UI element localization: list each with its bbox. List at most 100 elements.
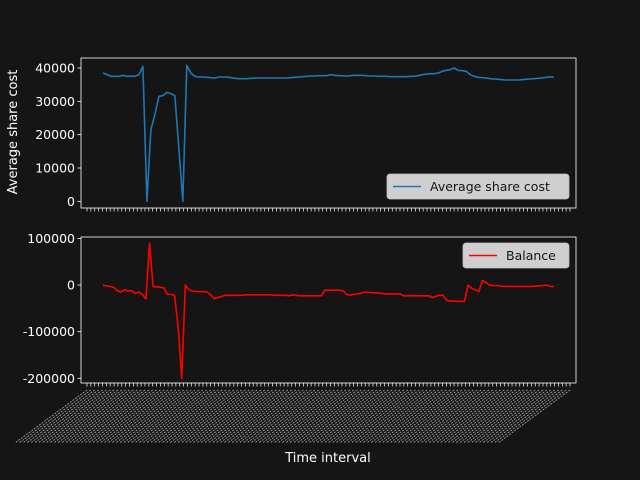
y-tick-label: 40000 <box>35 61 75 76</box>
x-tick-label <box>64 389 138 444</box>
x-tick-label <box>296 389 370 444</box>
x-tick-label <box>316 389 389 444</box>
x-tick-label <box>258 389 331 444</box>
x-tick-label <box>478 389 551 444</box>
x-tick-label <box>169 389 242 444</box>
x-tick-label <box>41 389 115 444</box>
x-tick-label <box>420 389 493 444</box>
x-tick-label <box>428 389 501 444</box>
x-tick-label <box>134 389 208 444</box>
x-tick-label <box>99 389 173 444</box>
x-tick-label <box>22 389 95 444</box>
x-tick-label <box>146 389 219 444</box>
x-tick-label <box>211 389 285 444</box>
x-tick-label <box>327 389 401 444</box>
y-tick-label: -200000 <box>23 371 75 386</box>
x-tick-label <box>339 389 412 444</box>
bottom-chart: -200000 -100000 0 100000 Balance <box>14 231 577 444</box>
x-tick-label <box>246 389 320 444</box>
x-tick-label <box>215 389 289 444</box>
x-tick-label <box>416 389 490 444</box>
legend-box <box>462 242 570 269</box>
x-tick-label <box>57 389 130 444</box>
x-tick-label <box>130 389 204 444</box>
x-tick-label <box>219 389 293 444</box>
x-tick-label <box>300 389 374 444</box>
x-tick-label <box>95 389 169 444</box>
x-tick-label <box>366 389 439 444</box>
x-tick-label <box>381 389 455 444</box>
x-tick-label <box>204 389 277 444</box>
y-tick-label: 20000 <box>35 127 75 142</box>
x-tick-label <box>447 389 521 444</box>
x-tick-label <box>289 389 362 444</box>
x-tick-label <box>142 389 215 444</box>
x-tick-label <box>231 389 304 444</box>
x-tick-label <box>111 389 184 444</box>
x-tick-label <box>88 389 161 444</box>
y-tick-label: -100000 <box>23 324 75 339</box>
x-tick-label <box>459 389 532 444</box>
x-tick-label <box>404 389 478 444</box>
x-tick-label <box>177 389 250 444</box>
plot-frame <box>80 236 577 384</box>
x-tick-label <box>462 389 536 444</box>
x-tick-label <box>412 389 486 444</box>
legend-label: Average share cost <box>430 179 550 194</box>
bottom-x-axis-label: Time interval <box>284 451 371 466</box>
x-tick-label <box>331 389 405 444</box>
x-tick-label <box>80 389 153 444</box>
x-tick-label <box>37 389 111 444</box>
x-tick-label <box>393 389 466 444</box>
x-tick-label <box>354 389 428 444</box>
legend-box <box>386 173 570 200</box>
x-tick-label <box>115 389 188 444</box>
x-tick-label <box>362 389 436 444</box>
x-tick-label <box>470 389 544 444</box>
x-tick-label <box>312 389 385 444</box>
x-tick-label <box>455 389 528 444</box>
x-tick-label <box>281 389 354 444</box>
x-tick-label <box>335 389 408 444</box>
x-tick-label <box>61 389 134 444</box>
x-tick-label <box>304 389 378 444</box>
x-tick-label <box>308 389 381 444</box>
x-tick-label <box>486 389 559 444</box>
x-tick-label <box>200 389 273 444</box>
x-tick-label <box>207 389 281 444</box>
x-tick-label <box>262 389 335 444</box>
x-tick-label <box>149 389 223 444</box>
x-tick-label <box>30 389 103 444</box>
x-tick-label <box>401 389 474 444</box>
x-tick-label <box>466 389 540 444</box>
x-tick-label <box>122 389 196 444</box>
x-tick-label <box>250 389 323 444</box>
series-line <box>102 242 554 380</box>
x-tick-label <box>68 389 142 444</box>
y-tick-label: 0 <box>67 278 75 293</box>
x-tick-label <box>119 389 192 444</box>
x-tick-label <box>107 389 181 444</box>
x-tick-label <box>34 389 107 444</box>
x-tick-label <box>497 389 571 444</box>
x-tick-label <box>285 389 358 444</box>
x-tick-label <box>227 389 300 444</box>
x-tick-label <box>180 389 254 444</box>
x-tick-label <box>157 389 231 444</box>
x-tick-label <box>45 389 119 444</box>
x-tick-label <box>389 389 463 444</box>
x-tick-label <box>153 389 227 444</box>
x-tick-label <box>408 389 482 444</box>
x-tick-label <box>350 389 424 444</box>
x-tick-label <box>374 389 447 444</box>
x-tick-label <box>72 389 146 444</box>
y-tick-label: 100000 <box>27 231 75 246</box>
x-tick-label <box>424 389 497 444</box>
x-tick-label <box>184 389 258 444</box>
y-tick-label: 0 <box>67 194 75 209</box>
x-tick-label <box>192 389 266 444</box>
x-tick-label <box>165 389 238 444</box>
x-tick-label <box>273 389 347 444</box>
x-tick-label <box>439 389 513 444</box>
x-tick-label <box>242 389 316 444</box>
